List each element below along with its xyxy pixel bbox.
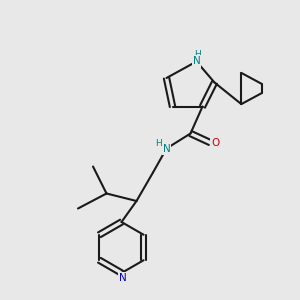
Text: N: N xyxy=(119,273,127,284)
Text: H: H xyxy=(155,139,161,148)
Text: N: N xyxy=(163,143,170,154)
Text: O: O xyxy=(211,137,220,148)
Text: H: H xyxy=(194,50,201,58)
Text: N: N xyxy=(193,56,200,67)
